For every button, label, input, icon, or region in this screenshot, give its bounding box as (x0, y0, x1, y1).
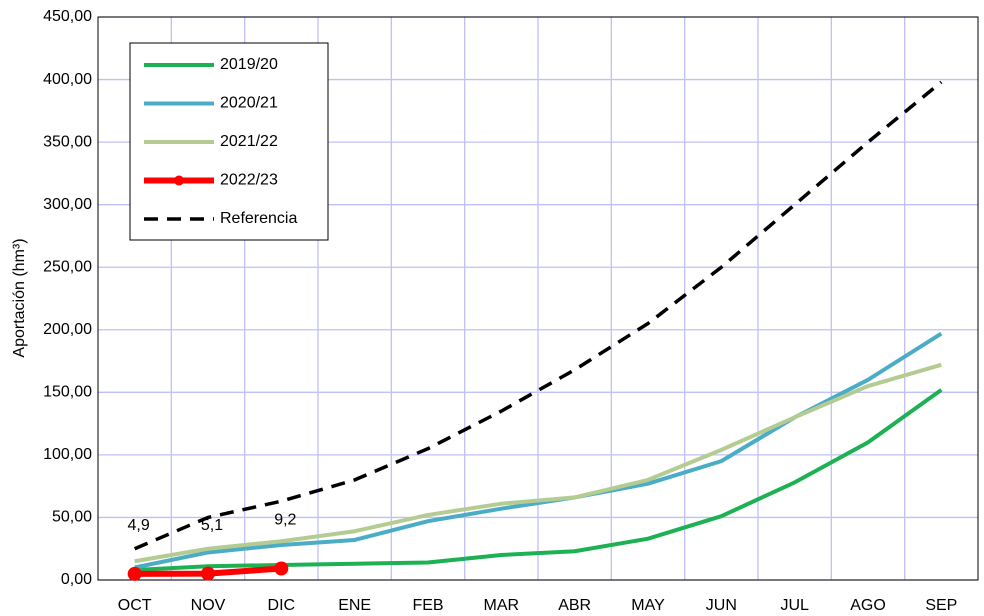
x-tick-label: JUN (706, 597, 737, 614)
x-tick-label: FEB (412, 597, 443, 614)
legend-marker (174, 175, 184, 186)
y-tick-label: 450,00 (43, 8, 92, 25)
x-tick-label: MAY (631, 597, 665, 614)
data-label: 9,2 (274, 512, 296, 529)
y-tick-label: 250,00 (43, 258, 92, 275)
x-tick-label: DIC (268, 597, 296, 614)
y-tick-label: 0,00 (61, 571, 92, 588)
series-marker (201, 566, 215, 581)
y-tick-label: 300,00 (43, 196, 92, 213)
x-tick-label: NOV (191, 597, 226, 614)
data-label: 4,9 (128, 517, 150, 534)
series-marker (127, 566, 142, 581)
plot-border (97, 16, 979, 581)
legend-label: Referencia (220, 210, 297, 227)
x-tick-label: AGO (850, 597, 886, 614)
series-marker (274, 561, 289, 576)
y-tick-label: 350,00 (43, 133, 92, 150)
data-label: 5,1 (201, 517, 223, 534)
legend-label: 2019/20 (220, 56, 278, 73)
y-axis-label: Aportación (hm³) (11, 238, 28, 357)
x-tick-label: ENE (338, 597, 371, 614)
x-tick-label: JUL (780, 597, 809, 614)
y-tick-label: 100,00 (43, 446, 92, 463)
x-tick-label: ABR (558, 597, 591, 614)
y-tick-label: 400,00 (43, 71, 92, 88)
x-tick-label: SEP (925, 597, 957, 614)
series-line (133, 80, 943, 551)
y-tick-label: 150,00 (43, 384, 92, 401)
legend-label: 2020/21 (220, 95, 278, 112)
legend-label: 2021/22 (220, 133, 278, 150)
series-line (134, 362, 942, 564)
legend-label: 2022/23 (220, 172, 278, 189)
x-tick-label: MAR (484, 597, 520, 614)
y-tick-label: 200,00 (43, 321, 92, 338)
series-line (134, 388, 943, 572)
x-tick-label: OCT (118, 597, 152, 614)
y-tick-label: 50,00 (52, 509, 92, 526)
